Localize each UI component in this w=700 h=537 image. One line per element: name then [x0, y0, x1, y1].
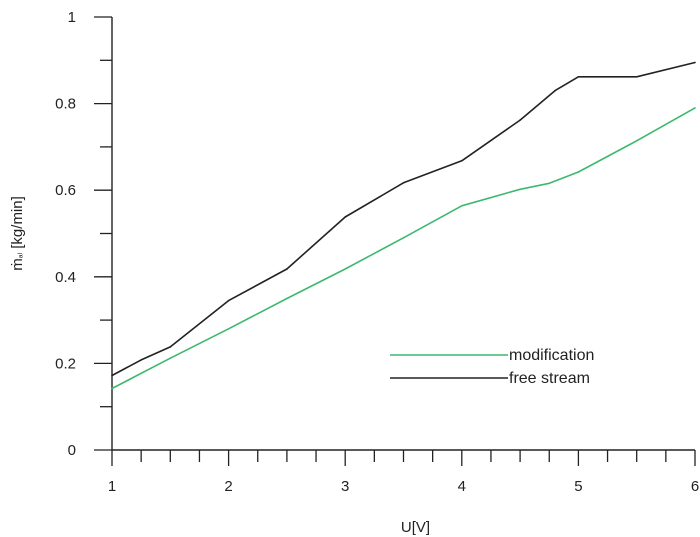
- data-point-free-stream: [286, 268, 288, 270]
- x-tick-label: 6: [691, 478, 699, 495]
- data-point-modification: [169, 357, 172, 360]
- data-point-free-stream: [402, 182, 405, 184]
- data-point-modification: [111, 387, 113, 390]
- x-axis-title: U[V]: [401, 519, 430, 536]
- data-point-free-stream: [577, 75, 580, 78]
- data-point-modification: [461, 204, 463, 207]
- series-line-free-stream: [111, 61, 696, 377]
- x-tick-label: 2: [224, 478, 232, 495]
- data-point-free-stream: [694, 61, 696, 64]
- x-tick-label: 3: [341, 478, 349, 495]
- y-axis-title-unit: [kg/min]: [9, 196, 26, 253]
- axes: [111, 17, 695, 451]
- tick-labels: 1 2 3 4 5 6 0 0.2 0.4 0.6 0.8 1: [55, 9, 699, 495]
- data-point-free-stream: [140, 359, 142, 361]
- legend-label-free-stream: free stream: [509, 370, 590, 387]
- x-tick-label: 4: [458, 478, 466, 495]
- data-point-modification: [344, 268, 347, 270]
- y-tick-label: 0.2: [55, 355, 76, 372]
- y-tick-label: 0.8: [55, 96, 76, 113]
- y-tick-label: 1: [68, 9, 76, 26]
- data-point-free-stream: [461, 159, 463, 162]
- x-tick-label: 5: [574, 478, 582, 495]
- y-tick-label: 0.4: [55, 269, 76, 286]
- data-point-modification: [548, 182, 551, 185]
- data-point-modification: [519, 188, 521, 191]
- data-point-modification: [286, 297, 288, 300]
- data-point-free-stream: [227, 299, 230, 302]
- data-point-modification: [694, 107, 696, 109]
- data-point-free-stream: [554, 89, 556, 92]
- y-tick-label: 0: [68, 442, 76, 459]
- y-axis-title: ṁₐₗ [kg/min]: [9, 196, 26, 271]
- legend: modification free stream: [390, 347, 594, 387]
- data-point-free-stream: [169, 346, 172, 348]
- y-axis-title-symbol: ṁ: [9, 258, 26, 271]
- tick-marks: [94, 16, 696, 466]
- series-line-modification: [111, 107, 696, 390]
- data-point-free-stream: [635, 75, 638, 78]
- series-layer: [111, 61, 696, 390]
- data-point-modification: [227, 327, 230, 330]
- data-point-modification: [577, 171, 580, 173]
- x-tick-label: 1: [108, 478, 116, 495]
- legend-label-modification: modification: [509, 347, 594, 364]
- y-axis-title-subscript: ₐₗ: [14, 253, 25, 259]
- data-point-free-stream: [111, 374, 113, 377]
- data-point-free-stream: [519, 119, 521, 121]
- data-point-modification: [402, 237, 405, 239]
- data-point-modification: [635, 140, 638, 142]
- y-tick-label: 0.6: [55, 182, 76, 199]
- data-point-free-stream: [344, 216, 347, 218]
